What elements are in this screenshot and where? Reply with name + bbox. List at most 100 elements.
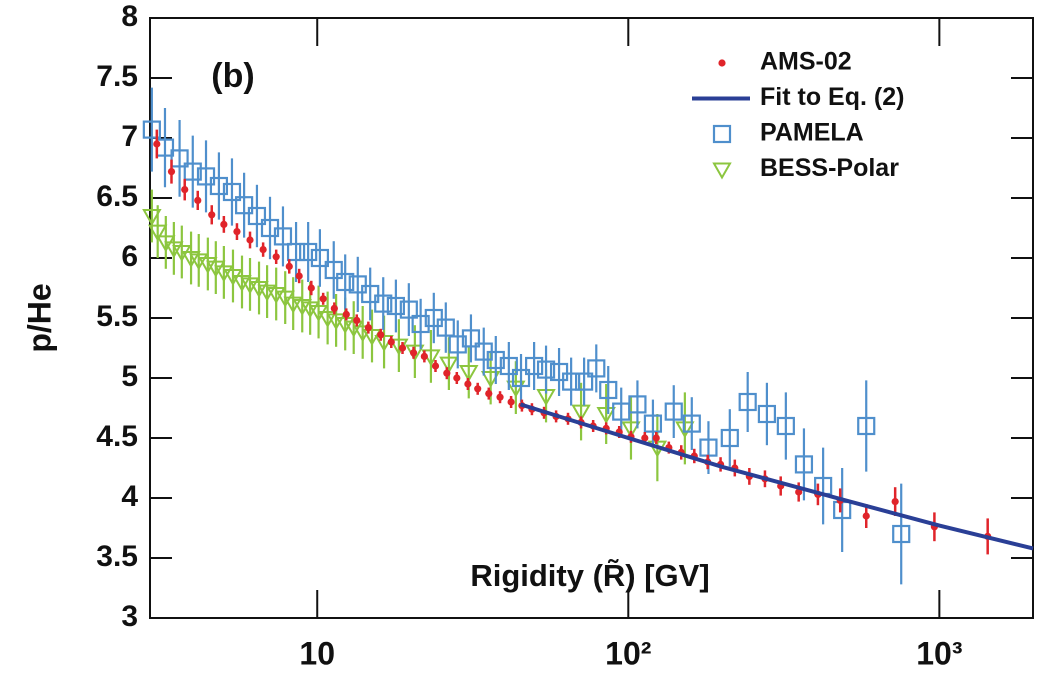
data-point <box>147 224 168 242</box>
data-point <box>420 352 428 360</box>
data-point <box>259 246 267 254</box>
data-point <box>480 371 501 389</box>
data-point <box>235 196 254 215</box>
data-point <box>348 275 367 294</box>
data-point <box>738 392 757 412</box>
data-point <box>142 120 161 139</box>
legend-swatch <box>718 59 726 67</box>
legend-label: Fit to Eq. (2) <box>760 83 904 111</box>
data-point <box>183 162 202 181</box>
data-point <box>443 369 451 377</box>
y-tick-label: 5 <box>121 360 138 393</box>
data-point <box>386 296 405 316</box>
data-point <box>511 368 531 388</box>
x-tick-label: 10² <box>605 635 651 671</box>
y-tick-label: 3 <box>121 600 138 633</box>
data-point <box>300 301 320 319</box>
data-point <box>299 242 318 262</box>
data-point <box>857 416 876 436</box>
y-tick-label: 8 <box>121 0 138 33</box>
data-point <box>361 284 380 304</box>
data-point <box>222 182 242 202</box>
data-point <box>459 365 479 383</box>
x-axis-label: Rigidity (R̃) [GV] <box>470 558 709 593</box>
data-point <box>286 242 306 262</box>
data-point <box>436 318 455 337</box>
data-point <box>399 300 418 319</box>
data-point <box>330 304 338 312</box>
data-point <box>536 360 556 379</box>
y-tick-label: 6 <box>121 240 138 273</box>
data-point <box>628 395 647 414</box>
data-point <box>364 324 372 332</box>
data-point <box>307 284 315 292</box>
data-point <box>206 260 226 278</box>
data-point <box>795 488 803 496</box>
data-point <box>664 402 683 421</box>
data-point <box>431 362 440 370</box>
data-point <box>862 512 870 520</box>
data-point <box>776 416 795 436</box>
data-point <box>891 498 899 506</box>
legend-swatch <box>712 124 732 144</box>
data-point <box>643 414 663 433</box>
data-point <box>682 414 701 433</box>
y-tick-label: 5.5 <box>96 300 138 333</box>
data-point <box>499 356 518 376</box>
data-point <box>461 329 481 348</box>
data-point <box>181 251 201 269</box>
y-tick-label: 4.5 <box>96 420 138 453</box>
data-point <box>409 349 418 357</box>
data-point <box>506 380 526 398</box>
data-point <box>153 140 161 148</box>
data-point <box>353 316 361 324</box>
data-point <box>892 524 911 544</box>
legend-swatch <box>712 162 732 180</box>
data-point <box>571 404 591 422</box>
data-point <box>319 295 327 303</box>
data-point <box>387 338 395 346</box>
legend-label: PAMELA <box>760 119 864 147</box>
data-point <box>249 281 269 299</box>
legend-label: AMS-02 <box>760 48 852 76</box>
panel-label: (b) <box>211 57 254 95</box>
data-point <box>575 372 594 391</box>
data-point <box>170 149 189 168</box>
data-point <box>220 220 228 228</box>
y-tick-label: 3.5 <box>96 540 138 573</box>
data-point <box>486 350 505 370</box>
data-point <box>525 356 544 376</box>
data-point <box>374 294 393 313</box>
data-point <box>142 209 162 227</box>
data-point <box>324 260 343 280</box>
data-point <box>507 398 515 406</box>
data-point <box>310 248 330 268</box>
data-point <box>247 206 267 226</box>
data-point <box>295 272 303 280</box>
data-point <box>246 236 254 244</box>
data-point <box>209 176 229 196</box>
data-point <box>448 335 467 354</box>
data-point <box>292 299 312 317</box>
data-point <box>621 421 641 439</box>
data-point <box>424 308 443 328</box>
data-point <box>272 253 280 261</box>
data-point <box>377 331 385 339</box>
data-point <box>336 272 355 292</box>
data-point <box>273 227 293 246</box>
data-point <box>181 186 189 194</box>
data-point <box>232 275 252 293</box>
data-point <box>652 434 660 442</box>
data-point <box>208 211 216 219</box>
data-point <box>233 228 241 236</box>
x-tick-label: 10 <box>299 635 335 671</box>
y-tick-label: 4 <box>121 480 138 513</box>
data-point <box>196 167 216 186</box>
fit-line <box>519 402 1034 551</box>
data-point <box>167 168 176 176</box>
data-point <box>720 428 739 448</box>
data-point <box>757 404 777 424</box>
data-point <box>562 372 581 391</box>
data-point <box>496 393 504 401</box>
